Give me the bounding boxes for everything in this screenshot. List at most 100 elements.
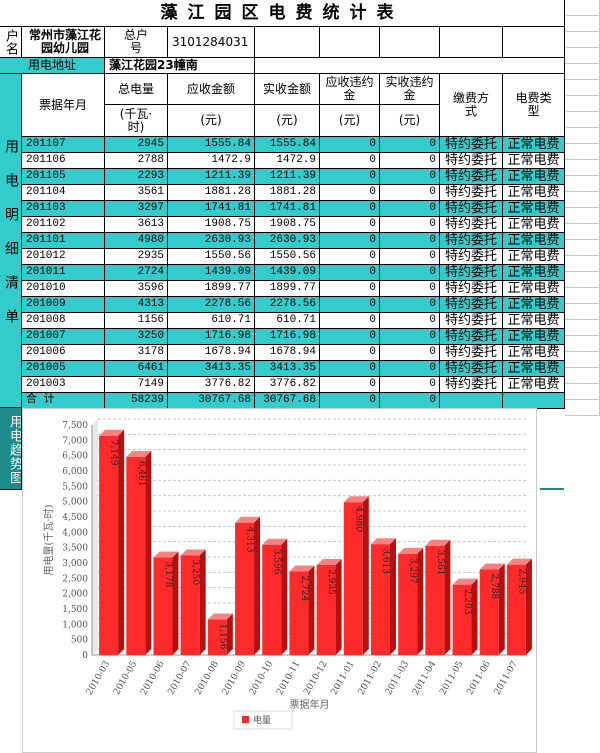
table-cell: 201012 (22, 249, 105, 265)
table-cell: 0 (380, 185, 440, 201)
bar (343, 502, 363, 655)
table-cell: 正常电费 (503, 297, 565, 313)
table-cell: 1550.56 (168, 249, 255, 265)
table-cell: 正常电费 (503, 201, 565, 217)
data-label: 4,980 (353, 506, 363, 532)
table-cell: 特约委托 (440, 265, 503, 281)
detail-label: 用电明细清单 (0, 74, 22, 408)
table-cell: 201008 (22, 313, 105, 329)
table-cell: 特约委托 (440, 233, 503, 249)
y-axis-label: 用电量(千瓦·时) (42, 504, 55, 575)
table-cell: 3297 (105, 201, 168, 217)
table-cell: 201106 (22, 153, 105, 169)
table-cell: 201011 (22, 265, 105, 281)
account-label: 总户号 (105, 27, 168, 58)
table-cell: 0 (320, 329, 380, 345)
y-tick-label: 5,000 (62, 498, 88, 508)
bar-top (99, 429, 125, 436)
bar (180, 555, 200, 655)
grid-cell (565, 112, 600, 128)
name-label: 户名 (0, 27, 22, 58)
y-tick-label: 2,000 (62, 590, 88, 600)
table-cell: 201003 (22, 377, 105, 393)
table-cell: 201006 (22, 345, 105, 361)
grid-cell (565, 288, 600, 304)
bar-side (199, 549, 206, 655)
table-cell: 0 (380, 201, 440, 217)
bar-top (452, 578, 478, 585)
table-cell: 特约委托 (440, 281, 503, 297)
empty-cell (440, 27, 503, 58)
table-cell: 3776.82 (255, 377, 320, 393)
address: 藻江花园23幢南 (105, 58, 255, 74)
bar-top (207, 613, 233, 620)
bar (316, 564, 336, 655)
grid-cell (565, 240, 600, 256)
table-cell: 0 (380, 313, 440, 329)
x-axis-label: 票据年月 (290, 698, 330, 711)
bar-top (506, 558, 532, 565)
y-tick-label: 3,500 (62, 544, 88, 554)
y-tick-label: 0 (82, 651, 88, 661)
table-cell: 正常电费 (503, 185, 565, 201)
table-cell: 1550.56 (255, 249, 320, 265)
empty-cell (320, 27, 380, 58)
grid-cell (565, 176, 600, 192)
grid-cell (565, 368, 600, 384)
bar-top (398, 547, 424, 554)
empty-cell (255, 27, 320, 58)
legend-frame (233, 710, 293, 730)
table-cell: 正常电费 (503, 249, 565, 265)
table-cell: 0 (320, 361, 380, 377)
table-cell: 6461 (105, 361, 168, 377)
table-cell: 0 (380, 345, 440, 361)
table-cell: 特约委托 (440, 217, 503, 233)
table-cell: 201005 (22, 361, 105, 377)
table-cell: 1678.94 (168, 345, 255, 361)
table-cell: 1211.39 (168, 169, 255, 185)
column-unit: (元) (168, 105, 255, 137)
table-cell: 正常电费 (503, 313, 565, 329)
column-header: 应收违约金 (320, 74, 380, 105)
chart: 0 500 1,000 1,500 2,000 2,500 3,000 3,500 4,000 4… (22, 408, 537, 753)
table-cell: 0 (380, 297, 440, 313)
table-cell: 0 (380, 377, 440, 393)
data-label: 3,250 (190, 559, 200, 585)
table-cell: 0 (320, 169, 380, 185)
legend-label: 电量 (253, 714, 271, 726)
y-tick-label: 6,000 (62, 467, 88, 477)
table-cell: 30767.68 (255, 393, 320, 409)
bar-side (389, 538, 396, 655)
table-cell: 201102 (22, 217, 105, 233)
grid-cell (565, 304, 600, 320)
data-label: 3,297 (408, 558, 418, 584)
table-cell: 1899.77 (168, 281, 255, 297)
table-cell: 7149 (105, 377, 168, 393)
data-label: 3,178 (163, 562, 173, 588)
grid-cell (565, 160, 600, 176)
table-cell: 1908.75 (255, 217, 320, 233)
bar (99, 435, 119, 655)
bar-top (316, 558, 342, 565)
data-label: 2,788 (489, 574, 499, 600)
grid-cell (565, 64, 600, 80)
bar (479, 569, 499, 655)
account: 3101284031 (168, 27, 255, 58)
table-cell: 201103 (22, 201, 105, 217)
table-cell: 0 (380, 233, 440, 249)
table-cell (503, 393, 565, 409)
bar (289, 571, 309, 655)
bar-side (471, 578, 478, 655)
table-cell: 201105 (22, 169, 105, 185)
table-cell: 0 (320, 233, 380, 249)
bar-side (335, 558, 342, 655)
bar (425, 545, 445, 655)
legend-swatch (242, 716, 249, 723)
bar-side (417, 547, 424, 655)
table-cell: 3613 (105, 217, 168, 233)
table-cell: 3413.35 (255, 361, 320, 377)
table-cell: 2724 (105, 265, 168, 281)
table-cell: 0 (320, 185, 380, 201)
grid-cell (565, 96, 600, 112)
table-cell: 2278.56 (255, 297, 320, 313)
